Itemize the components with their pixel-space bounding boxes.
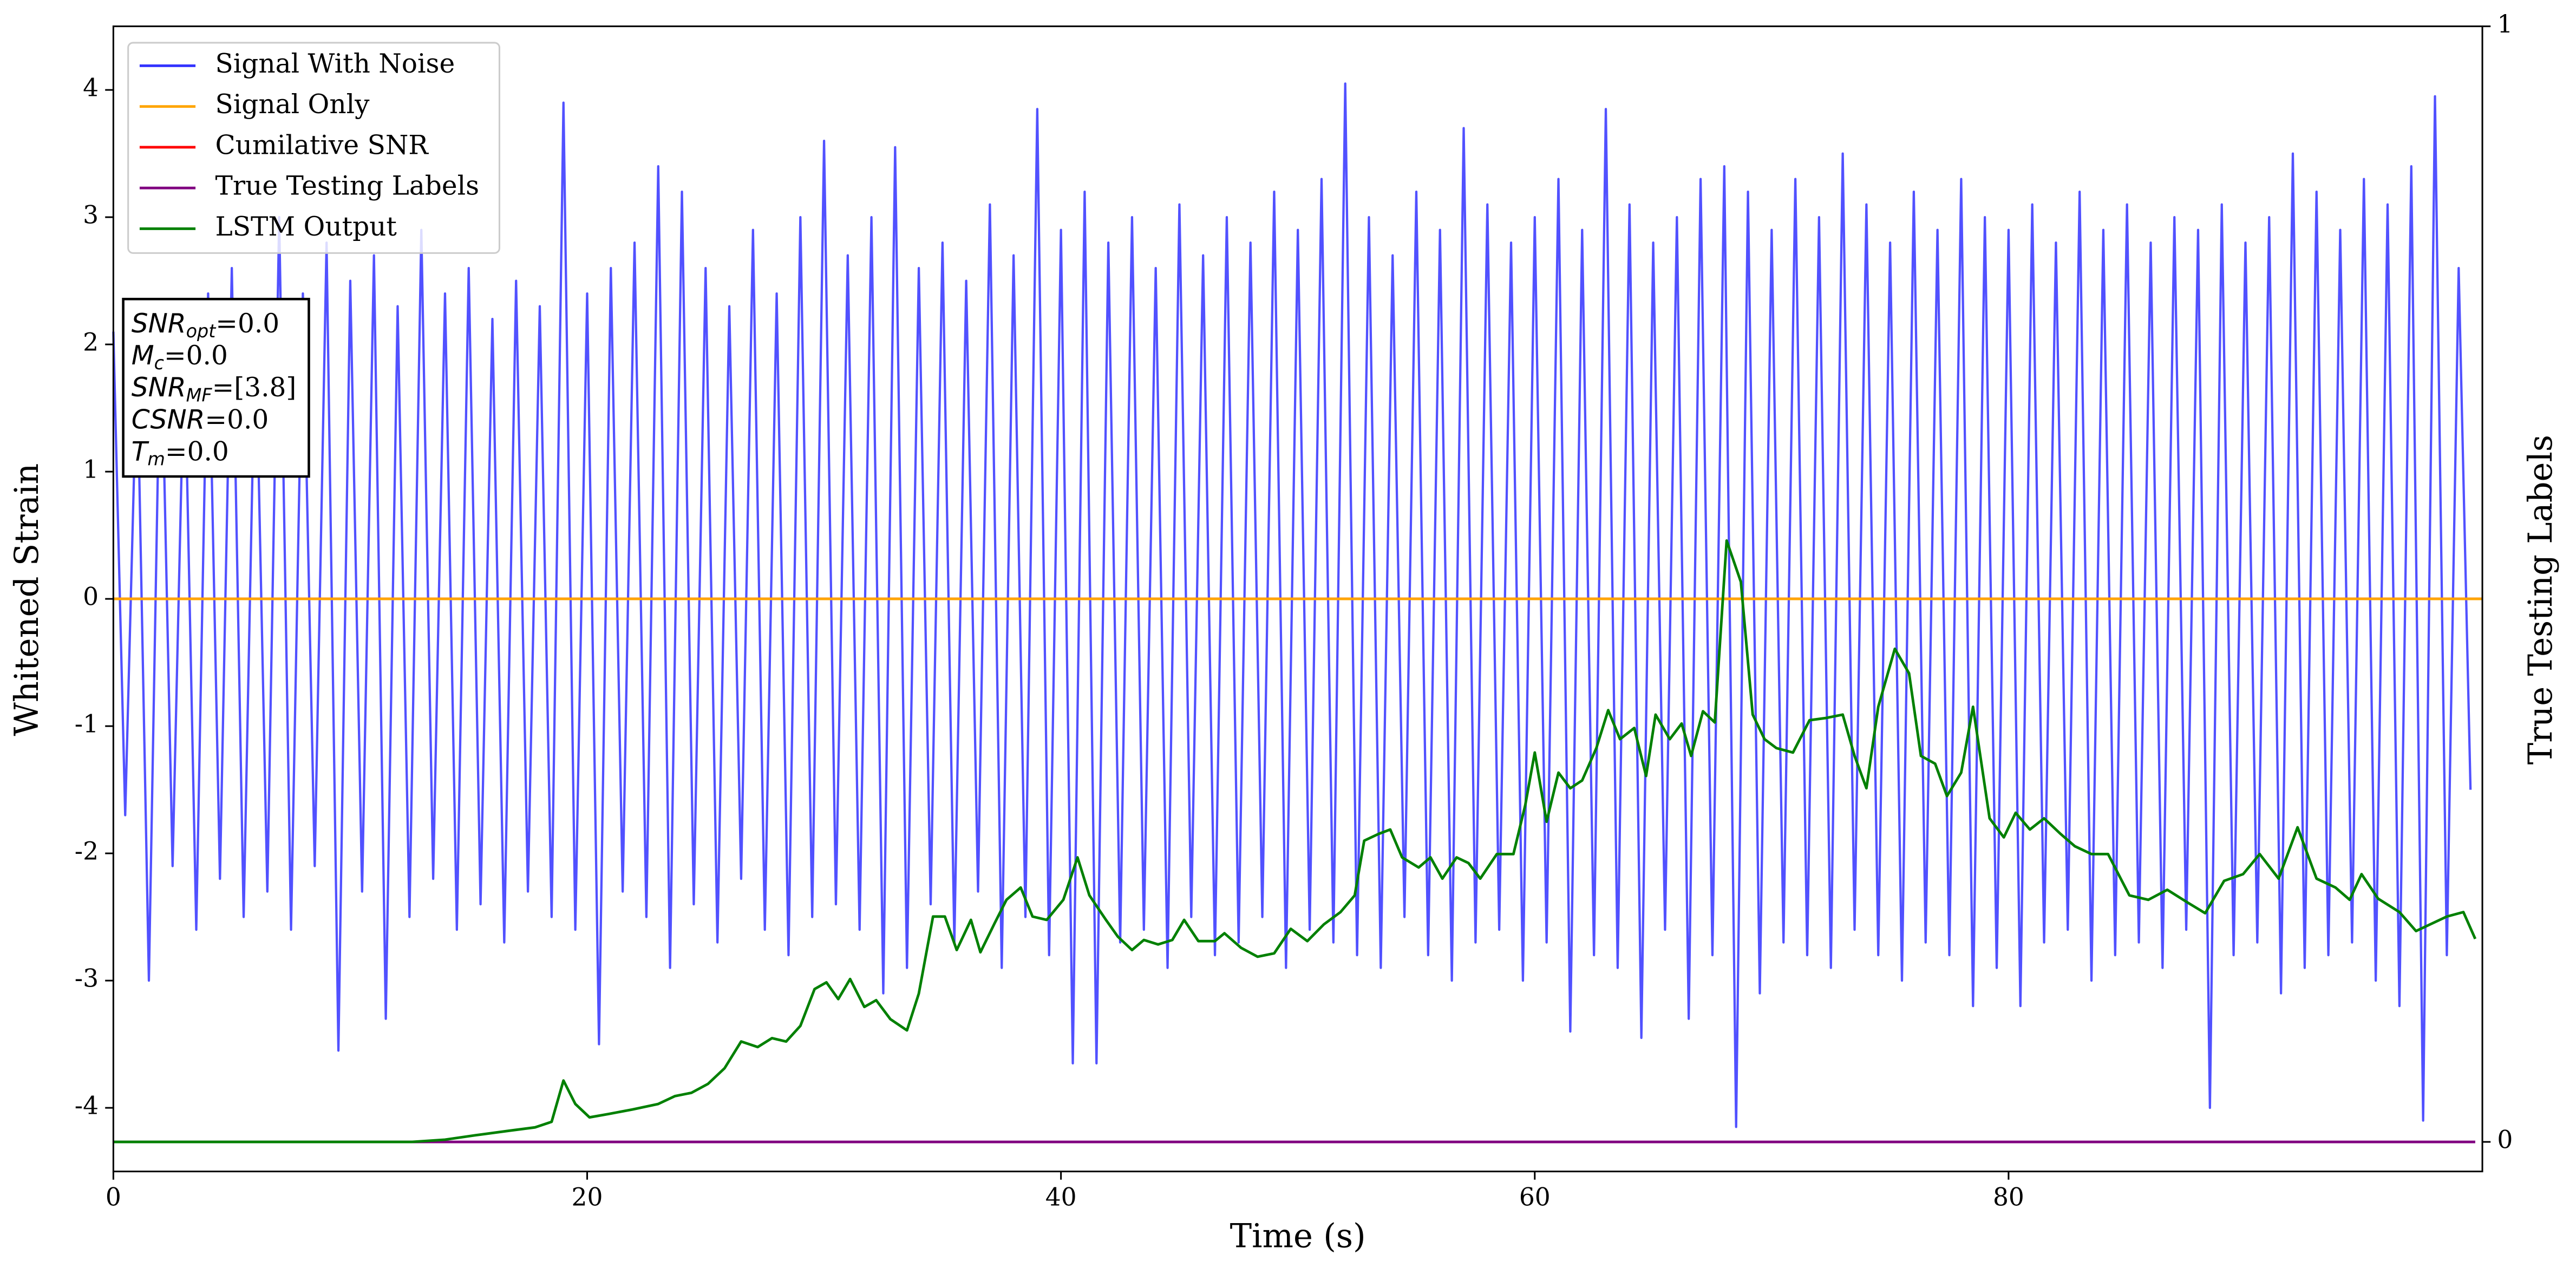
y-tick-label: -1 <box>75 710 99 739</box>
legend-label: Cumilative SNR <box>215 130 429 160</box>
annotation-value: =0.0 <box>165 436 229 467</box>
math-subscript: c <box>154 352 164 374</box>
annotation-value: =0.0 <box>164 341 228 371</box>
y-tick-label: -3 <box>75 964 99 993</box>
x-axis-label: Time (s) <box>1230 1218 1366 1256</box>
x-tick-label: 60 <box>1519 1183 1551 1212</box>
math-subscript: MF <box>186 384 213 406</box>
annotation-value: =[3.8] <box>212 373 297 403</box>
x-tick-label: 20 <box>572 1183 603 1212</box>
y-tick-label: 3 <box>83 201 99 230</box>
x-tick-label: 80 <box>1993 1183 2024 1212</box>
x-tick-label: 0 <box>106 1183 121 1212</box>
y2-tick-label: 0 <box>2497 1126 2513 1154</box>
y2-tick-label: 1 <box>2497 10 2513 38</box>
annotation-line: SNRopt=0.0 <box>132 308 279 341</box>
math-symbol: T <box>132 437 149 467</box>
x-tick-label: 40 <box>1045 1183 1077 1212</box>
annotation-box <box>122 298 310 478</box>
math-symbol: SNR <box>132 309 186 339</box>
series-line <box>113 539 2477 1144</box>
y-tick-label: 1 <box>83 455 99 484</box>
math-symbol: SNR <box>132 373 186 403</box>
plot-area <box>112 82 2483 1144</box>
y-tick-label: 4 <box>83 74 99 102</box>
annotation-line: SNRMF=[3.8] <box>132 373 297 406</box>
math-subscript: m <box>147 448 165 469</box>
y-tick-label: -2 <box>75 837 99 866</box>
annotation-line: Mc=0.0 <box>132 341 228 374</box>
annotation-value: =0.0 <box>205 404 269 435</box>
legend-label: Signal With Noise <box>215 49 455 79</box>
legend: Signal With Noise Signal Only Cumilative S… <box>127 42 500 254</box>
math-subscript: opt <box>186 321 217 342</box>
y2-axis-label: True Testing Labels <box>2522 435 2560 765</box>
annotation: SNRopt=0.0Mc=0.0SNRMF=[3.8]CSNR=0.0Tm=0.… <box>122 298 310 478</box>
legend-label: LSTM Output <box>215 212 397 242</box>
legend-label: True Testing Labels <box>215 171 480 201</box>
annotation-value: =0.0 <box>215 308 279 338</box>
annotation-line: CSNR=0.0 <box>132 404 269 435</box>
y-tick-label: 0 <box>83 583 99 611</box>
legend-label: Signal Only <box>215 89 370 120</box>
y-tick-label: 2 <box>83 328 99 357</box>
math-symbol: CSNR <box>132 404 205 435</box>
annotation-line: Tm=0.0 <box>132 436 229 469</box>
math-symbol: M <box>132 341 154 371</box>
legend-box <box>127 42 500 254</box>
y-tick-label: -4 <box>75 1092 99 1120</box>
y-axis-label: Whitened Strain <box>8 463 46 736</box>
